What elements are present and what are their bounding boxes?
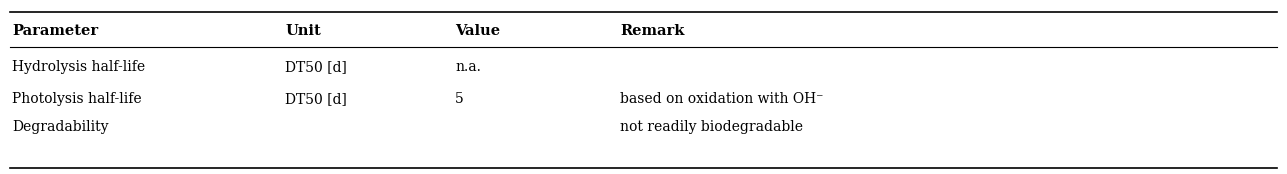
Text: not readily biodegradable: not readily biodegradable — [620, 120, 803, 134]
Text: DT50 [d]: DT50 [d] — [284, 92, 347, 106]
Text: Degradability: Degradability — [12, 120, 108, 134]
Text: Remark: Remark — [620, 24, 685, 38]
Text: Photolysis half-life: Photolysis half-life — [12, 92, 142, 106]
Text: n.a.: n.a. — [456, 60, 481, 74]
Text: Unit: Unit — [284, 24, 320, 38]
Text: Hydrolysis half-life: Hydrolysis half-life — [12, 60, 145, 74]
Text: based on oxidation with OH⁻: based on oxidation with OH⁻ — [620, 92, 824, 106]
Text: Value: Value — [456, 24, 501, 38]
Text: 5: 5 — [456, 92, 463, 106]
Text: DT50 [d]: DT50 [d] — [284, 60, 347, 74]
Text: Parameter: Parameter — [12, 24, 98, 38]
